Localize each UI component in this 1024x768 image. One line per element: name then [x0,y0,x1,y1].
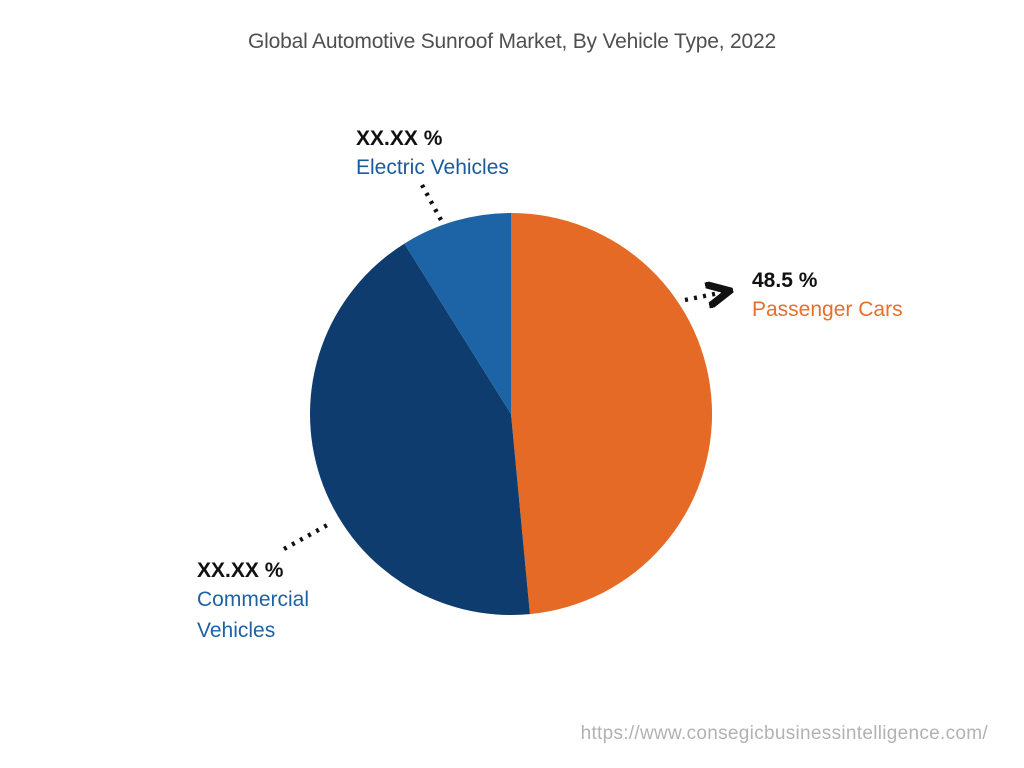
commercial-vehicles-value: XX.XX % [197,559,284,582]
source-url: https://www.consegicbusinessintelligence… [580,723,988,744]
commercial-vehicles-label: Commercial Vehicles [197,588,310,642]
pie-slice-passenger-cars [511,213,713,615]
pie-slices [310,213,713,616]
leader-passenger-cars [684,292,724,300]
passenger-cars-label: Passenger Cars [752,298,903,321]
chart-title: Global Automotive Sunroof Market, By Veh… [248,30,776,53]
callout-passenger-cars: 48.5 % Passenger Cars [752,268,903,325]
electric-vehicles-value: XX.XX % [356,127,443,150]
leader-lines [282,183,724,551]
passenger-cars-value: 48.5 % [752,269,818,292]
pie-slice-electric-vehicles [404,213,511,414]
pie-slice-commercial-vehicles [310,243,530,616]
leader-electric-vehicles [420,183,443,222]
callout-commercial-vehicles: XX.XX % Commercial Vehicles [197,558,347,646]
leader-commercial-vehicles [282,521,333,551]
callout-electric-vehicles: XX.XX % Electric Vehicles [356,126,509,183]
electric-vehicles-label: Electric Vehicles [356,156,509,179]
